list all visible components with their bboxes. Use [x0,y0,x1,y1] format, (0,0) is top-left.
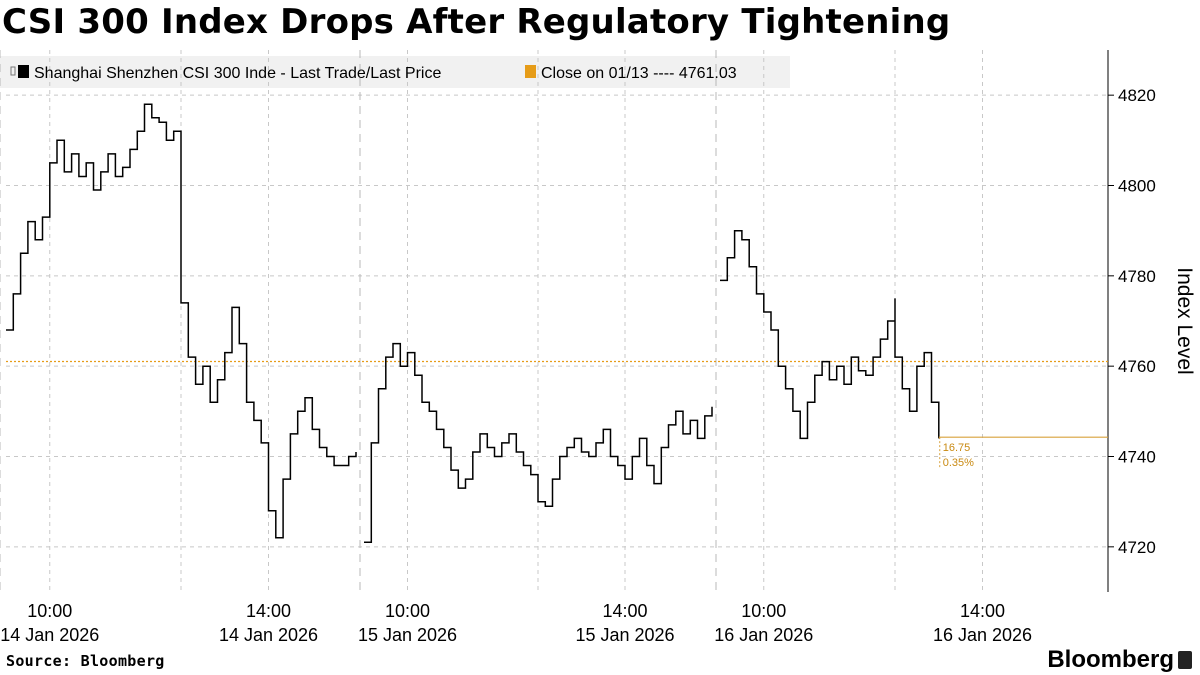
price-series-line [6,103,357,539]
y-tick-label: 4780 [1118,267,1156,286]
x-tick-date: 15 Jan 2026 [358,625,457,645]
y-tick-label: 4800 [1118,177,1156,196]
y-tick-label: 4740 [1118,448,1156,467]
y-tick-label: 4760 [1118,357,1156,376]
x-tick-date: 14 Jan 2026 [219,625,318,645]
x-tick-time: 10:00 [385,601,430,621]
legend-group: Shanghai Shenzhen CSI 300 Inde - Last Tr… [10,65,737,82]
x-tick-date: 15 Jan 2026 [575,625,674,645]
price-series-line [364,342,713,544]
y-tick-label: 4720 [1118,538,1156,557]
legend-swatch-reference [525,65,536,78]
x-tick-time: 14:00 [246,601,291,621]
x-tick-time: 14:00 [960,601,1005,621]
brand-badge-icon [1178,651,1192,669]
x-tick-time: 10:00 [27,601,72,621]
price-series-line [720,229,940,440]
legend [0,56,790,88]
brand-logo: Bloomberg [1047,646,1192,674]
x-tick-time: 10:00 [741,601,786,621]
brand-name: Bloomberg [1047,646,1174,673]
x-tick-time: 14:00 [602,601,647,621]
legend-label-reference: Close on 01/13 ---- 4761.03 [541,65,737,82]
x-tick-date: 16 Jan 2026 [714,625,813,645]
y-tick-label: 4820 [1118,86,1156,105]
chart-title: CSI 300 Index Drops After Regulatory Tig… [2,2,951,42]
source-note: Source: Bloomberg [6,652,165,670]
legend-swatch-price [18,65,29,78]
annotation-change-pct: 0.35% [943,457,974,469]
y-axis-title: Index Level [1173,267,1196,374]
annotation-change: 16.75 [943,442,971,454]
legend-label-price: Shanghai Shenzhen CSI 300 Inde - Last Tr… [34,65,441,82]
legend-scroll-icon [10,66,16,76]
x-tick-date: 16 Jan 2026 [933,625,1032,645]
x-tick-date: 14 Jan 2026 [0,625,99,645]
